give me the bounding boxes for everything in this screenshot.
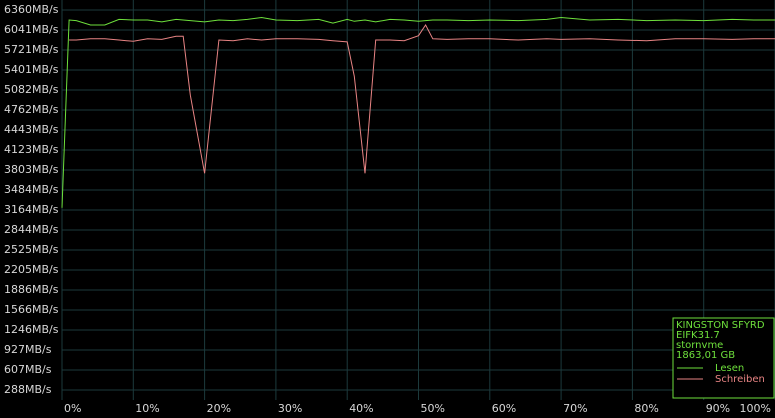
y-tick-label: 1566MB/s [4, 303, 59, 316]
x-tick-label: 0% [64, 402, 81, 415]
y-tick-label: 3803MB/s [4, 163, 59, 176]
y-tick-label: 607MB/s [4, 363, 52, 376]
y-tick-label: 1886MB/s [4, 283, 59, 296]
y-tick-label: 2525MB/s [4, 243, 59, 256]
legend-info: EIFK31.7 [676, 330, 720, 341]
y-tick-label: 4443MB/s [4, 123, 59, 136]
legend-label: Lesen [715, 363, 744, 374]
y-tick-label: 927MB/s [4, 343, 52, 356]
y-tick-label: 288MB/s [4, 383, 52, 396]
series-line [69, 24, 775, 174]
y-tick-label: 4123MB/s [4, 143, 59, 156]
x-tick-label: 90% [706, 402, 730, 415]
y-tick-label: 4762MB/s [4, 103, 59, 116]
y-tick-label: 5401MB/s [4, 63, 59, 76]
y-tick-label: 6360MB/s [4, 3, 59, 16]
x-tick-label: 30% [278, 402, 302, 415]
x-tick-label: 80% [634, 402, 658, 415]
series-line [61, 16, 775, 208]
x-tick-label: 20% [207, 402, 231, 415]
legend-info: stornvme [676, 340, 723, 351]
x-tick-label: 40% [349, 402, 373, 415]
x-tick-label: 10% [135, 402, 159, 415]
y-tick-label: 3484MB/s [4, 183, 59, 196]
y-tick-label: 5082MB/s [4, 83, 59, 96]
x-tick-label: 70% [563, 402, 587, 415]
x-tick-label: 50% [421, 402, 445, 415]
legend-box [672, 317, 775, 399]
y-tick-label: 1246MB/s [4, 323, 59, 336]
legend-info: KINGSTON SFYRD [676, 320, 765, 331]
y-tick-label: 5721MB/s [4, 43, 59, 56]
y-tick-label: 2844MB/s [4, 223, 59, 236]
y-tick-label: 6041MB/s [4, 23, 59, 36]
y-tick-label: 2205MB/s [4, 263, 59, 276]
x-tick-label: 60% [492, 402, 516, 415]
legend-label: Schreiben [715, 374, 765, 385]
x-tick-label: 100% [740, 402, 771, 415]
y-tick-label: 3164MB/s [4, 203, 59, 216]
legend-info: 1863,01 GB [676, 350, 735, 361]
